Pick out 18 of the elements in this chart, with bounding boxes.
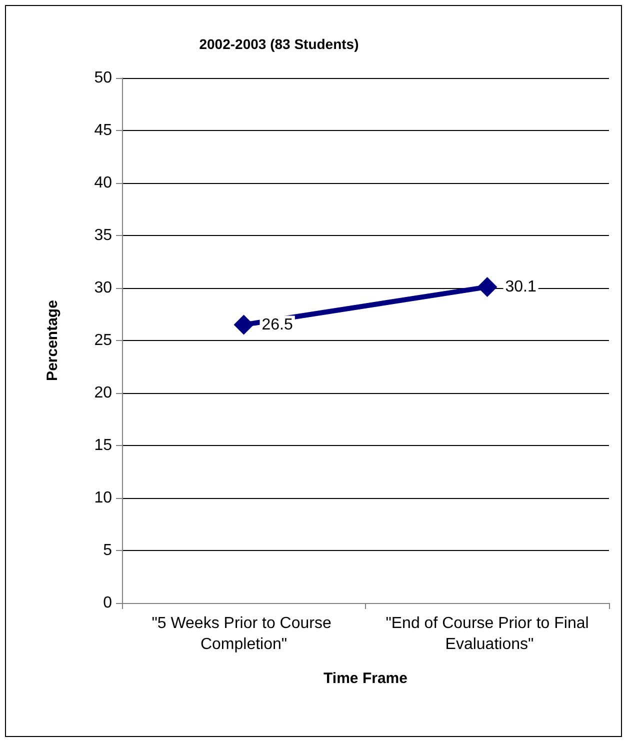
data-label: 26.5 (262, 316, 293, 334)
y-tick-label: 40 (94, 174, 112, 192)
y-tick-label: 35 (94, 227, 112, 244)
y-tick-label: 25 (94, 332, 112, 349)
y-tick-label: 15 (94, 437, 112, 454)
x-tick-label: "5 Weeks Prior to Course Completion" (152, 615, 336, 653)
y-tick-label: 20 (94, 384, 112, 402)
y-tick-label: 45 (94, 122, 112, 139)
x-axis-title: Time Frame (324, 670, 408, 687)
y-tick-label: 5 (103, 542, 112, 559)
y-tick-label: 50 (94, 70, 112, 86)
y-tick-label: 0 (103, 594, 112, 612)
chart-title: 2002-2003 (83 Students) (199, 36, 359, 52)
x-tick-label: "End of Course Prior to Final Evaluations" (386, 615, 589, 653)
y-axis-title: Percentage (44, 300, 61, 381)
y-tick-label: 30 (94, 280, 112, 296)
data-label: 30.1 (505, 278, 536, 296)
y-tick-label: 10 (94, 490, 112, 506)
